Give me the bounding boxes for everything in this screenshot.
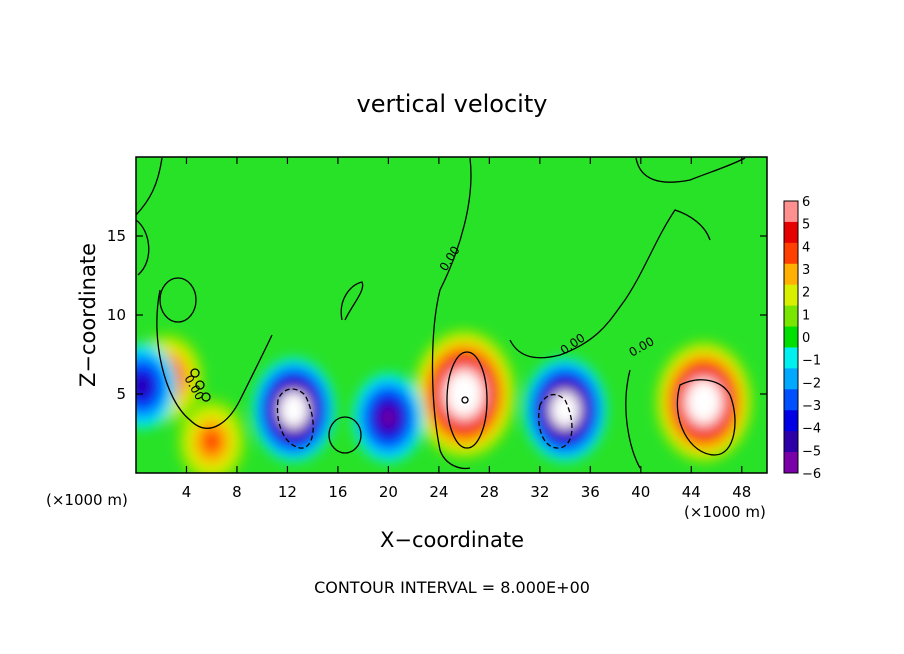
- x-tick-label: 32: [530, 483, 549, 501]
- updraft-blob: [697, 393, 711, 410]
- colorbar-swatch: [784, 326, 798, 348]
- colorbar-tick-label: −6: [802, 467, 821, 482]
- colorbar-tick-label: 6: [802, 195, 810, 210]
- colorbar-frame: [783, 200, 799, 474]
- updraft-blob: [457, 385, 471, 403]
- contour-updraft-core: [446, 351, 488, 449]
- contour-lines: [136, 157, 746, 470]
- colorbar-tick-label: 0: [802, 331, 810, 346]
- contour-zero-center-left: [431, 157, 472, 470]
- colorbar-tick-label: 2: [802, 286, 810, 301]
- contour-dot-4: [461, 396, 469, 404]
- x-tick-label: 36: [581, 483, 600, 501]
- contour-zero-top-left: [136, 157, 163, 216]
- colorbar-swatch: [784, 431, 798, 453]
- velocity-field: [136, 328, 754, 473]
- contour-loop-left-small: [328, 416, 362, 454]
- colorbar-tick-label: 1: [802, 308, 810, 323]
- colorbar-swatch: [784, 347, 798, 369]
- contour-loop-mid: [340, 281, 364, 321]
- colorbar-swatch: [784, 410, 798, 432]
- downdraft-blob: [381, 409, 396, 427]
- colorbar-tick-label: −3: [802, 399, 821, 414]
- y-tick-label: 10: [107, 306, 126, 324]
- colorbar-tick-label: −2: [802, 376, 821, 391]
- colorbar-tick-label: −5: [802, 444, 821, 459]
- x-tick-label: 16: [328, 483, 347, 501]
- x-tick-label: 8: [232, 483, 242, 501]
- x-tick-label: 28: [480, 483, 499, 501]
- contour-zero-left: [156, 289, 273, 429]
- colorbar-tick-label: 3: [802, 263, 810, 278]
- y-tick-label: 15: [107, 227, 126, 245]
- x-tick-label: 4: [182, 483, 192, 501]
- colorbar-tick-label: −4: [802, 422, 821, 437]
- contour-downdraft-right: [538, 393, 573, 449]
- contour-dot-3: [201, 392, 211, 402]
- x-tick-label: 48: [732, 483, 751, 501]
- contour-loop-left: [159, 277, 197, 323]
- colorbar-swatch: [784, 389, 798, 411]
- x-tick-label: 20: [379, 483, 398, 501]
- colorbar-swatch: [784, 221, 798, 244]
- updraft-blob: [201, 428, 222, 454]
- x-axis: 4 8 12 16 20 24 28 32 36 40 44 48: [182, 157, 751, 501]
- colorbar-swatch: [784, 452, 798, 474]
- contour-zero-right-bottom: [625, 369, 641, 469]
- contour-zero-center-right: [509, 209, 711, 359]
- x-tick-label: 40: [631, 483, 650, 501]
- x-tick-label: 44: [682, 483, 701, 501]
- downdraft-blob: [136, 376, 151, 396]
- y-tick-label: 5: [116, 385, 126, 403]
- contour-zero-left-edge: [136, 219, 150, 276]
- downdraft-blob: [288, 403, 300, 417]
- colorbar-tick-label: 5: [802, 218, 810, 233]
- colorbar: 6 5 4 3 2 1 0 −1 −2 −3 −4 −5 −6: [783, 195, 821, 482]
- x-units-right: (×1000 m): [684, 503, 766, 521]
- colorbar-swatch: [784, 305, 798, 328]
- x-axis-title: X−coordinate: [380, 528, 524, 552]
- colorbar-swatch: [784, 263, 798, 286]
- colorbar-swatch: [784, 368, 798, 390]
- x-units-left: (×1000 m): [46, 491, 128, 509]
- x-tick-label: 24: [429, 483, 448, 501]
- contour-updraft-right-core: [676, 379, 736, 456]
- colorbar-swatch: [784, 284, 798, 307]
- contour-interval-note: CONTOUR INTERVAL = 8.000E+00: [314, 578, 590, 597]
- colorbar-tick-label: −1: [802, 354, 821, 369]
- y-axis: 5 10 15: [107, 227, 767, 403]
- colorbar-swatch: [784, 242, 798, 265]
- colorbar-tick-label: 4: [802, 240, 810, 255]
- contour-dot-1: [190, 368, 200, 378]
- chart-title: vertical velocity: [357, 90, 548, 118]
- x-tick-label: 12: [278, 483, 297, 501]
- contour-dot-2: [195, 380, 205, 390]
- plot-area: 0.00 0.00 0.00 0.00: [136, 157, 767, 473]
- contour-downdraft-left: [276, 388, 314, 449]
- contour-zero-top-right: [635, 157, 746, 183]
- downdraft-blob: [559, 403, 571, 417]
- colorbar-swatch: [784, 201, 798, 223]
- y-axis-title: Z−coordinate: [76, 243, 100, 387]
